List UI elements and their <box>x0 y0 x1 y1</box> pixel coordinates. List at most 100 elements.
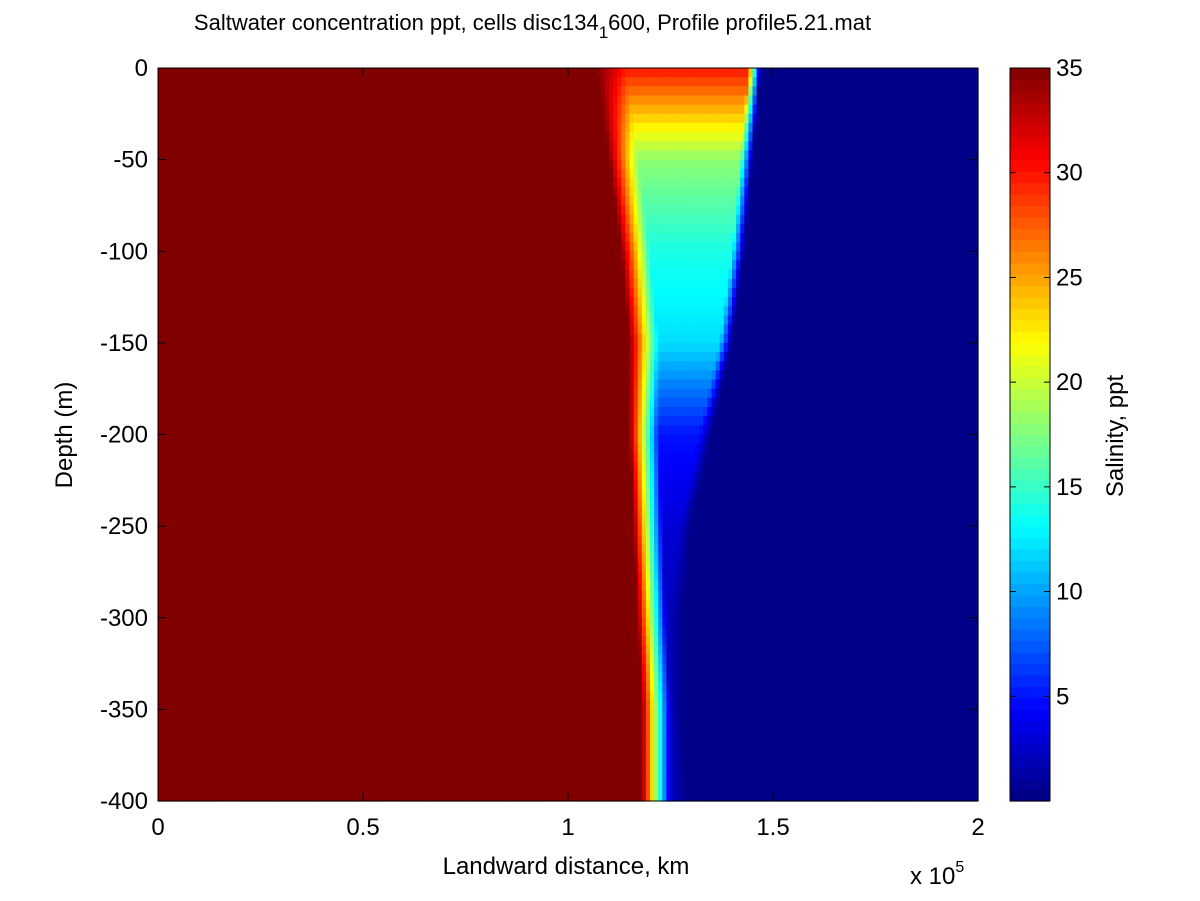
heatmap-cell <box>580 168 585 179</box>
heatmap-cell <box>289 196 294 207</box>
heatmap-cell <box>207 196 212 207</box>
heatmap-cell <box>826 95 831 106</box>
heatmap-cell <box>818 214 823 225</box>
heatmap-cell <box>707 141 713 152</box>
heatmap-cell <box>686 196 692 207</box>
heatmap-cell <box>473 113 479 124</box>
heatmap-cell <box>510 223 516 234</box>
heatmap-cell <box>252 205 257 216</box>
heatmap-cell <box>588 205 594 216</box>
heatmap-cell <box>859 150 864 161</box>
heatmap-cell <box>629 113 635 124</box>
heatmap-cell <box>908 168 913 179</box>
heatmap-cell <box>809 187 815 197</box>
heatmap-cell <box>358 205 364 216</box>
heatmap-cell <box>527 232 532 243</box>
heatmap-cell <box>654 95 659 106</box>
heatmap-cell <box>711 242 717 252</box>
title-subscript: 1 <box>598 23 609 42</box>
heatmap-cell <box>838 122 844 133</box>
heatmap-cell <box>276 68 282 78</box>
heatmap-cell <box>199 113 204 124</box>
heatmap-cell <box>789 113 795 124</box>
heatmap-cell <box>920 141 926 152</box>
heatmap-cell <box>539 260 544 271</box>
heatmap-cell <box>764 150 770 161</box>
heatmap-cell <box>826 187 831 197</box>
heatmap-cell <box>322 77 327 87</box>
heatmap-cell <box>961 150 967 161</box>
heatmap-cell <box>293 260 298 271</box>
heatmap-cell <box>650 260 655 271</box>
heatmap-cell <box>871 242 877 252</box>
heatmap-cell <box>235 223 241 234</box>
heatmap-cell <box>650 205 655 216</box>
heatmap-cell <box>383 68 389 78</box>
heatmap-cell <box>686 104 692 115</box>
heatmap-cell <box>469 187 475 197</box>
heatmap-cell <box>170 77 175 87</box>
heatmap-cell <box>416 113 421 124</box>
heatmap-cell <box>871 95 877 106</box>
heatmap-cell <box>408 150 413 161</box>
heatmap-cell <box>682 278 688 289</box>
heatmap-cell <box>691 150 696 161</box>
heatmap-cell <box>879 68 885 78</box>
heatmap-cell <box>215 214 221 225</box>
heatmap-cell <box>859 205 864 216</box>
heatmap-cell <box>465 196 471 207</box>
heatmap-cell <box>797 232 803 243</box>
heatmap-cell <box>826 141 831 152</box>
heatmap-cell <box>293 232 298 243</box>
heatmap-cell <box>838 278 844 289</box>
heatmap-cell <box>375 205 380 216</box>
heatmap-cell <box>535 168 540 179</box>
heatmap-cell <box>379 159 385 170</box>
heatmap-cell <box>510 287 516 298</box>
heatmap-cell <box>272 287 278 298</box>
heatmap-cell <box>350 232 356 243</box>
heatmap-cell <box>838 269 844 280</box>
heatmap-cell <box>498 68 503 78</box>
heatmap-cell <box>789 68 795 78</box>
heatmap-cell <box>264 122 270 133</box>
heatmap-cell <box>670 269 676 280</box>
heatmap-cell <box>490 113 495 124</box>
heatmap-cell <box>387 104 393 115</box>
heatmap-cell <box>748 177 754 188</box>
heatmap-cell <box>932 86 938 97</box>
heatmap-cell <box>686 269 692 280</box>
heatmap-cell <box>744 232 749 243</box>
heatmap-cell <box>518 177 524 188</box>
heatmap-cell <box>654 242 659 252</box>
heatmap-cell <box>826 86 831 97</box>
heatmap-cell <box>969 269 975 280</box>
heatmap-cell <box>223 86 229 97</box>
heatmap-cell <box>199 196 204 207</box>
heatmap-cell <box>350 242 356 252</box>
heatmap-cell <box>863 278 868 289</box>
heatmap-cell <box>338 168 344 179</box>
heatmap-cell <box>285 287 290 298</box>
heatmap-cell <box>252 242 257 252</box>
heatmap-cell <box>207 187 212 197</box>
heatmap-cell <box>182 278 188 289</box>
heatmap-cell <box>937 168 942 179</box>
heatmap-cell <box>436 232 442 243</box>
heatmap-cell <box>535 232 540 243</box>
heatmap-cell <box>896 177 901 188</box>
heatmap-cell <box>326 104 331 115</box>
heatmap-cell <box>937 150 942 161</box>
heatmap-cell <box>797 269 803 280</box>
heatmap-cell <box>469 95 475 106</box>
heatmap-cell <box>260 214 266 225</box>
heatmap-cell <box>363 86 368 97</box>
heatmap-cell <box>203 132 208 142</box>
heatmap-cell <box>248 141 253 152</box>
heatmap-cell <box>859 232 864 243</box>
heatmap-cell <box>650 269 655 280</box>
heatmap-cell <box>842 196 848 207</box>
heatmap-cell <box>719 287 725 298</box>
heatmap-cell <box>477 141 483 152</box>
heatmap-cell <box>658 168 663 179</box>
